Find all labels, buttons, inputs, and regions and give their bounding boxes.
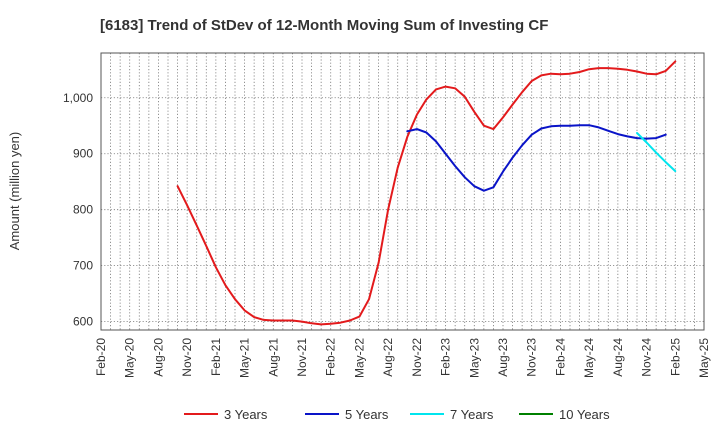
chart-title: [6183] Trend of StDev of 12-Month Moving… bbox=[100, 17, 548, 34]
legend-label: 5 Years bbox=[345, 407, 389, 422]
x-tick-label: Feb-23 bbox=[439, 338, 453, 376]
x-tick-label: Aug-24 bbox=[611, 338, 625, 377]
x-tick-label: Aug-21 bbox=[266, 338, 280, 377]
grid bbox=[101, 53, 704, 330]
x-tick-label: Feb-24 bbox=[553, 338, 567, 376]
y-tick-label: 700 bbox=[73, 259, 93, 273]
x-tick-label: Nov-24 bbox=[640, 338, 654, 377]
plot-frame bbox=[100, 52, 705, 331]
x-tick-label: May-24 bbox=[582, 338, 596, 378]
y-tick-label: 800 bbox=[73, 203, 93, 217]
legend: 3 Years 5 Years 7 Years 10 Years bbox=[184, 407, 610, 422]
x-tick-label: Feb-25 bbox=[668, 338, 682, 376]
series-line bbox=[636, 132, 677, 173]
x-tick-label: May-20 bbox=[123, 338, 137, 378]
x-tick-label: May-25 bbox=[697, 338, 711, 378]
x-tick-label: May-23 bbox=[467, 338, 481, 378]
y-tick-label: 600 bbox=[73, 315, 93, 329]
x-tick-label: Nov-21 bbox=[295, 338, 309, 377]
x-tick-label: Nov-20 bbox=[180, 338, 194, 377]
x-tick-label: May-22 bbox=[352, 338, 366, 378]
x-tick-label: Aug-22 bbox=[381, 338, 395, 377]
x-tick-label: Feb-20 bbox=[94, 338, 108, 376]
x-tick-label: Nov-22 bbox=[410, 338, 424, 377]
legend-label: 3 Years bbox=[224, 407, 268, 422]
x-tick-label: Nov-23 bbox=[525, 338, 539, 377]
x-tick-label: Aug-20 bbox=[151, 338, 165, 377]
x-tick-label: Feb-21 bbox=[209, 338, 223, 376]
x-tick-label: Aug-23 bbox=[496, 338, 510, 377]
x-axis-ticks: Feb-20 May-20 Aug-20 Nov-20 Feb-21 May-21 Aug-… bbox=[94, 338, 711, 378]
y-tick-label: 900 bbox=[73, 147, 93, 161]
series-line bbox=[406, 124, 667, 192]
y-axis-ticks: 600 700 800 900 1,000 bbox=[63, 91, 93, 329]
x-tick-label: Feb-22 bbox=[324, 338, 338, 376]
y-tick-label: 1,000 bbox=[63, 91, 93, 105]
legend-label: 10 Years bbox=[559, 407, 610, 422]
series-lines bbox=[176, 60, 677, 326]
x-tick-label: May-21 bbox=[238, 338, 252, 378]
series-line bbox=[176, 60, 677, 326]
legend-label: 7 Years bbox=[450, 407, 494, 422]
y-axis-label: Amount (million yen) bbox=[7, 132, 22, 251]
